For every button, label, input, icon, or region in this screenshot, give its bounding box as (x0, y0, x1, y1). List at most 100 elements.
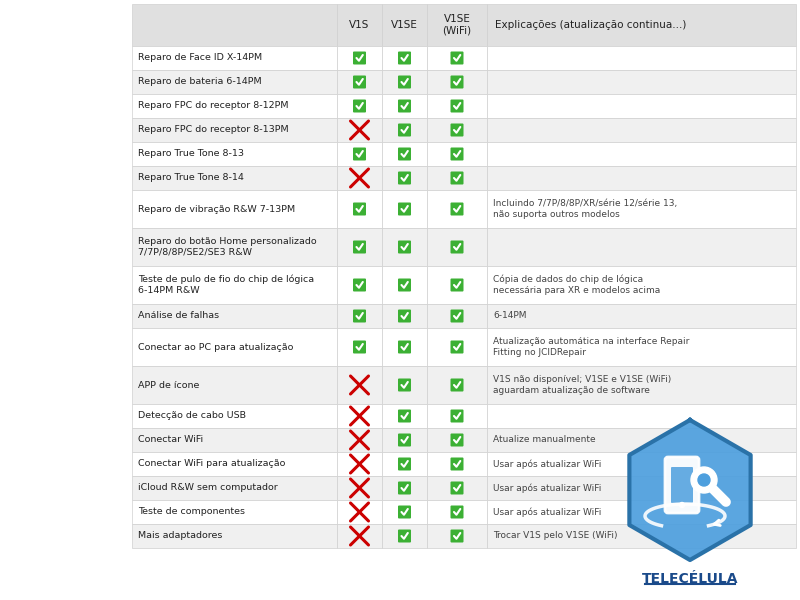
FancyBboxPatch shape (353, 100, 366, 113)
Text: Atualize manualmente: Atualize manualmente (493, 436, 596, 445)
Bar (337, 94, 382, 118)
FancyBboxPatch shape (398, 172, 411, 185)
Bar (337, 524, 382, 548)
Bar (337, 366, 382, 404)
Bar (487, 328, 796, 366)
FancyBboxPatch shape (353, 76, 366, 88)
FancyBboxPatch shape (450, 481, 463, 494)
Bar (382, 524, 427, 548)
Bar (132, 328, 337, 366)
Bar (427, 142, 487, 166)
Bar (382, 476, 427, 500)
Bar (427, 118, 487, 142)
Bar (382, 304, 427, 328)
Bar (427, 70, 487, 94)
Bar (382, 118, 427, 142)
FancyBboxPatch shape (450, 529, 463, 542)
Bar (337, 476, 382, 500)
FancyBboxPatch shape (450, 100, 463, 113)
Text: Cópia de dados do chip de lógica
necessária para XR e modelos acima: Cópia de dados do chip de lógica necessá… (493, 275, 660, 295)
Bar (487, 404, 796, 428)
Bar (132, 476, 337, 500)
Bar (132, 70, 337, 94)
Text: Conectar WiFi para atualização: Conectar WiFi para atualização (138, 460, 286, 469)
Text: Reparo FPC do receptor 8-12PM: Reparo FPC do receptor 8-12PM (138, 101, 289, 110)
Bar (132, 118, 337, 142)
Text: V1SE
(WiFi): V1SE (WiFi) (442, 14, 471, 36)
FancyBboxPatch shape (450, 52, 463, 64)
Text: Reparo de Face ID X-14PM: Reparo de Face ID X-14PM (138, 53, 262, 62)
Bar (337, 266, 382, 304)
Text: Conectar ao PC para atualização: Conectar ao PC para atualização (138, 343, 294, 352)
FancyBboxPatch shape (450, 76, 463, 88)
FancyBboxPatch shape (450, 278, 463, 292)
Bar (132, 46, 337, 70)
Bar (337, 70, 382, 94)
Text: 6-14PM: 6-14PM (493, 311, 526, 320)
FancyBboxPatch shape (450, 340, 463, 353)
Bar (427, 366, 487, 404)
Bar (427, 404, 487, 428)
Text: Atualização automática na interface Repair
Fitting no JCIDRepair: Atualização automática na interface Repa… (493, 337, 690, 357)
Text: Reparo True Tone 8-14: Reparo True Tone 8-14 (138, 173, 244, 182)
FancyBboxPatch shape (353, 52, 366, 64)
Text: Teste de pulo de fio do chip de lógica
6-14PM R&W: Teste de pulo de fio do chip de lógica 6… (138, 275, 314, 295)
FancyBboxPatch shape (353, 278, 366, 292)
Bar (337, 452, 382, 476)
FancyBboxPatch shape (450, 124, 463, 136)
Bar (487, 46, 796, 70)
Text: Reparo de bateria 6-14PM: Reparo de bateria 6-14PM (138, 77, 262, 86)
Bar (132, 190, 337, 228)
Bar (487, 190, 796, 228)
Bar (487, 228, 796, 266)
Text: www.telecelula.com.br: www.telecelula.com.br (221, 298, 579, 326)
FancyBboxPatch shape (398, 433, 411, 446)
Bar (132, 304, 337, 328)
Bar (487, 428, 796, 452)
Bar (382, 404, 427, 428)
Text: Teste de componentes: Teste de componentes (138, 508, 245, 517)
Bar (132, 500, 337, 524)
Text: V1S: V1S (350, 20, 370, 30)
Bar (382, 166, 427, 190)
Bar (382, 328, 427, 366)
Bar (487, 524, 796, 548)
Bar (132, 94, 337, 118)
FancyBboxPatch shape (398, 340, 411, 353)
Bar (427, 452, 487, 476)
Bar (382, 500, 427, 524)
Bar (487, 500, 796, 524)
Text: Reparo FPC do receptor 8-13PM: Reparo FPC do receptor 8-13PM (138, 125, 289, 134)
Bar (132, 228, 337, 266)
Text: Reparo True Tone 8-13: Reparo True Tone 8-13 (138, 149, 244, 158)
FancyBboxPatch shape (450, 379, 463, 391)
Polygon shape (630, 420, 750, 560)
FancyBboxPatch shape (398, 379, 411, 391)
Bar (132, 366, 337, 404)
Bar (427, 524, 487, 548)
Bar (337, 4, 382, 46)
FancyBboxPatch shape (398, 76, 411, 88)
Bar (132, 266, 337, 304)
FancyBboxPatch shape (353, 241, 366, 253)
Text: V1S não disponível; V1SE e V1SE (WiFi)
aguardam atualização de software: V1S não disponível; V1SE e V1SE (WiFi) a… (493, 375, 671, 395)
Bar (427, 94, 487, 118)
Bar (382, 70, 427, 94)
FancyBboxPatch shape (353, 340, 366, 353)
FancyBboxPatch shape (398, 481, 411, 494)
Bar (427, 428, 487, 452)
Text: Reparo do botão Home personalizado
7/7P/8/8P/SE2/SE3 R&W: Reparo do botão Home personalizado 7/7P/… (138, 237, 317, 257)
Bar (427, 500, 487, 524)
Bar (487, 70, 796, 94)
Bar (132, 428, 337, 452)
Bar (487, 4, 796, 46)
Text: Análise de falhas: Análise de falhas (138, 311, 219, 320)
Bar (132, 4, 337, 46)
FancyBboxPatch shape (450, 148, 463, 160)
Bar (337, 428, 382, 452)
FancyBboxPatch shape (450, 457, 463, 470)
Bar (132, 452, 337, 476)
Bar (337, 228, 382, 266)
Text: Mais adaptadores: Mais adaptadores (138, 532, 222, 541)
Bar (337, 190, 382, 228)
